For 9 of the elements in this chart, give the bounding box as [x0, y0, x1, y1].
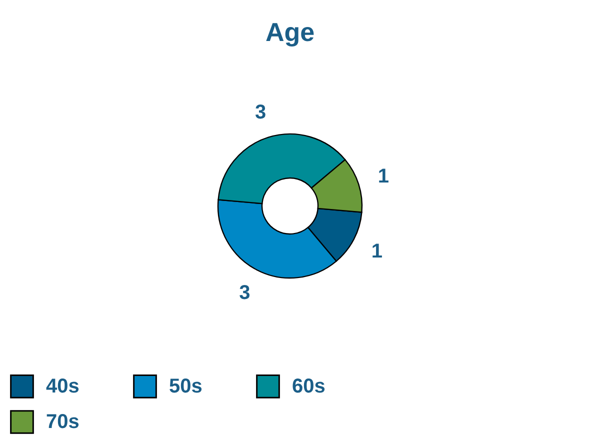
legend-label: 40s: [46, 375, 80, 398]
chart-title: Age: [265, 17, 315, 47]
data-label: 1: [378, 166, 390, 188]
data-label: 1: [371, 240, 382, 262]
data-label: 3: [239, 282, 250, 304]
legend-label: 70s: [46, 411, 80, 433]
legend-label: 50s: [169, 375, 202, 398]
data-label: 3: [254, 102, 266, 124]
legend-label: 60s: [292, 375, 326, 398]
